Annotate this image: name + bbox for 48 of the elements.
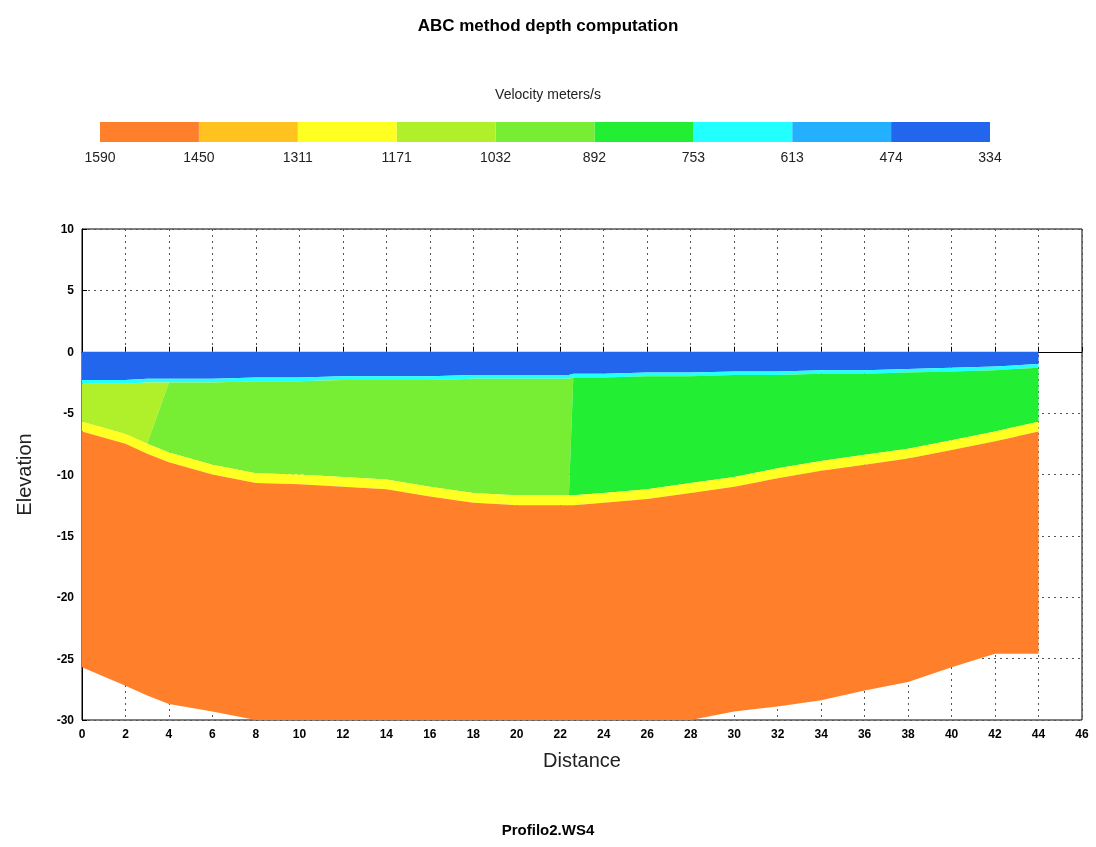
x-tick-label: 4 xyxy=(165,727,173,741)
y-tick-label: -20 xyxy=(56,590,75,605)
x-tick-label: 38 xyxy=(901,727,916,741)
y-tick-label: -25 xyxy=(56,651,75,666)
x-tick-label: 16 xyxy=(423,727,437,741)
x-tick-label: 44 xyxy=(1031,727,1046,741)
y-tick-label: -15 xyxy=(56,528,75,543)
y-tick-label: 10 xyxy=(60,222,75,236)
x-tick-label: 0 xyxy=(78,727,86,741)
x-tick-label: 2 xyxy=(122,727,130,741)
x-tick-label: 46 xyxy=(1075,727,1089,741)
y-tick-label: -5 xyxy=(63,406,75,421)
x-tick-label: 40 xyxy=(944,727,959,741)
color-bar-label: 334 xyxy=(978,149,1002,165)
x-tick-label: 8 xyxy=(252,727,260,741)
y-tick-label: 5 xyxy=(67,283,75,298)
y-tick-label: -10 xyxy=(56,467,75,482)
y-tick-label: 0 xyxy=(67,344,75,359)
x-tick-label: 10 xyxy=(292,727,307,741)
x-tick-label: 24 xyxy=(597,727,611,741)
color-bar-label: 1032 xyxy=(479,149,512,165)
x-tick-label: 18 xyxy=(466,727,481,741)
color-bar-label: 474 xyxy=(879,149,903,165)
x-tick-label: 32 xyxy=(770,727,785,741)
x-tick-label: 28 xyxy=(684,727,698,741)
color-bar-label: 1450 xyxy=(183,149,215,165)
color-bar-label: 613 xyxy=(780,149,805,165)
x-tick-label: 36 xyxy=(857,727,872,741)
x-tick-label: 6 xyxy=(209,727,217,741)
color-bar-label: 892 xyxy=(582,149,607,165)
color-bar-title: Velocity meters/s xyxy=(495,86,601,102)
y-tick-label: -30 xyxy=(56,713,75,727)
x-tick-label: 22 xyxy=(553,727,568,741)
x-tick-label: 26 xyxy=(640,727,655,741)
text: Profilo2.WS4 xyxy=(501,821,595,838)
color-bar-label: 753 xyxy=(681,149,706,165)
x-tick-label: 42 xyxy=(988,727,1003,741)
x-tick-label: 14 xyxy=(379,727,394,741)
x-axis-title: Distance xyxy=(543,749,621,771)
x-tick-label: 12 xyxy=(336,727,350,741)
color-bar-label: 1590 xyxy=(84,149,116,165)
color-bar-label: 1171 xyxy=(381,149,412,165)
x-tick-label: 34 xyxy=(814,727,829,741)
chart-title: ABC method depth computation xyxy=(417,16,679,35)
color-bar-label: 1311 xyxy=(282,149,314,165)
x-tick-label: 20 xyxy=(510,727,524,741)
y-axis-title: Elevation xyxy=(13,433,35,516)
x-tick-label: 30 xyxy=(727,727,742,741)
